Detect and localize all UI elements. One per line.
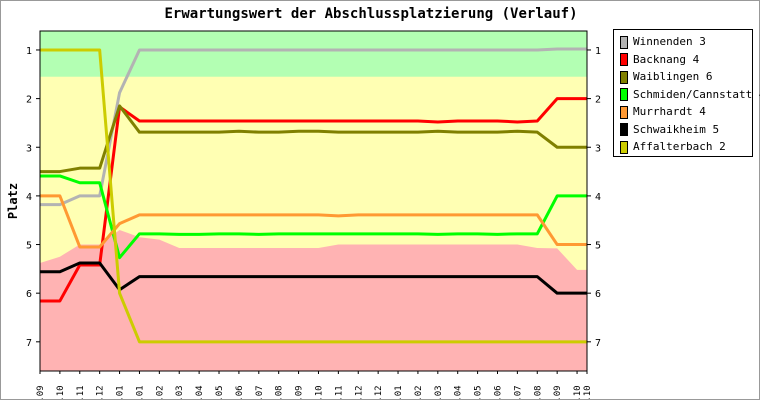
x-tick-label: 09.10 [56,385,66,399]
legend-item: Schmiden/Cannstatt 4 [620,87,760,102]
x-tick-label: 12.08 [275,385,285,399]
y-axis-label: Platz [6,183,20,219]
legend-item: Schwaikheim 5 [620,122,719,137]
series-line-2 [40,97,587,303]
promotion-zone [40,31,587,77]
x-tick-label: 26.02 [155,385,165,399]
y-tick-label-right: 6 [595,289,601,300]
x-tick-label: 06.10 [573,385,583,399]
series-line-6 [40,261,587,295]
series-line-3 [40,104,587,174]
y-tick-label-right: 7 [595,338,601,349]
x-tick-label: 17.06 [235,385,245,399]
legend-item: Affalterbach 2 [620,139,726,154]
legend-label: Schwaikheim 5 [633,122,720,136]
x-tick-label: 08.09 [553,385,563,399]
x-tick-label: 16.06 [493,385,503,399]
x-tick-label: 20.05 [215,385,225,399]
x-tick-label: 15.07 [255,385,265,399]
x-tick-label: 04.12 [96,385,106,399]
x-tick-label: 21.04 [454,385,464,399]
y-tick-label-right: 3 [595,143,601,154]
x-tick-label: 11.08 [533,385,543,399]
legend-label: Affalterbach 2 [633,140,726,153]
chart-title: Erwartungswert der Abschlussplatzierung … [164,6,577,22]
x-tick-label: 11.09 [36,385,46,399]
legend-swatch [620,88,628,101]
series-line-1 [40,47,587,207]
legend-swatch [620,105,628,119]
legend-label: Waiblingen 6 [633,70,713,83]
legend-swatch [620,140,628,154]
series-line-4 [40,174,587,260]
legend-item: Waiblingen 6 [620,69,712,84]
y-tick-label-left: 3 [26,143,32,154]
legend-swatch [620,123,628,136]
x-tick-label: 01.01 [116,385,126,399]
legend-item: Winnenden 3 [620,34,706,49]
x-tick-label: 27.01 [394,385,404,399]
legend-label: Backnang 4 [633,52,700,66]
legend-label: Schmiden/Cannstatt 4 [633,87,760,101]
legend-swatch [620,70,628,84]
y-tick-label-left: 7 [26,338,32,349]
axes: 1 1 2 2 3 3 4 4 5 5 6 6 7 7 11.09 09.10 06.11 04.12 01.01 2… [26,30,601,403]
y-tick-label-left: 2 [26,95,32,106]
x-tick-label: 22.04 [195,385,205,399]
x-tick-label: 24.03 [434,385,444,399]
x-tick-label: 07.10 [314,385,324,399]
x-tick-label: 09.09 [295,385,305,399]
x-tick-label: 14.07 [513,385,523,399]
y-tick-label-left: 6 [26,289,32,300]
x-tick-label: 25.03 [175,385,185,399]
legend-item: Backnang 4 [620,52,699,67]
x-tick-label: 02.12 [354,385,364,399]
legend-item: Murrhardt 4 [620,104,706,119]
x-tick-label: 20.10 [583,385,593,399]
y-tick-label-right: 1 [595,46,601,57]
series-line-5 [40,194,587,249]
x-tick-label: 24.02 [414,385,424,399]
x-tick-label: 30.12 [374,385,384,399]
x-tick-label: 06.11 [76,385,86,399]
y-tick-label-left: 5 [26,241,32,252]
x-tick-label: 19.05 [474,385,484,399]
legend-label: Winnenden 3 [633,35,706,48]
x-tick-label: 04.11 [334,385,344,399]
relegation-zone [40,229,587,371]
x-tick-label: 29.01 [135,385,145,399]
plot-frame [39,30,588,372]
series-lines [40,47,587,344]
series-line-7 [40,48,587,344]
y-tick-label-right: 2 [595,95,601,106]
zone-bands [40,31,587,371]
legend-swatch [620,35,628,49]
y-tick-label-right: 5 [595,241,601,252]
y-tick-label-right: 4 [595,192,601,203]
y-tick-label-left: 4 [26,192,32,203]
legend: Winnenden 3 Backnang 4 Waiblingen 6 Schmide… [613,29,760,157]
y-tick-label-left: 1 [26,46,32,57]
legend-label: Murrhardt 4 [633,105,706,118]
legend-swatch [620,53,628,66]
